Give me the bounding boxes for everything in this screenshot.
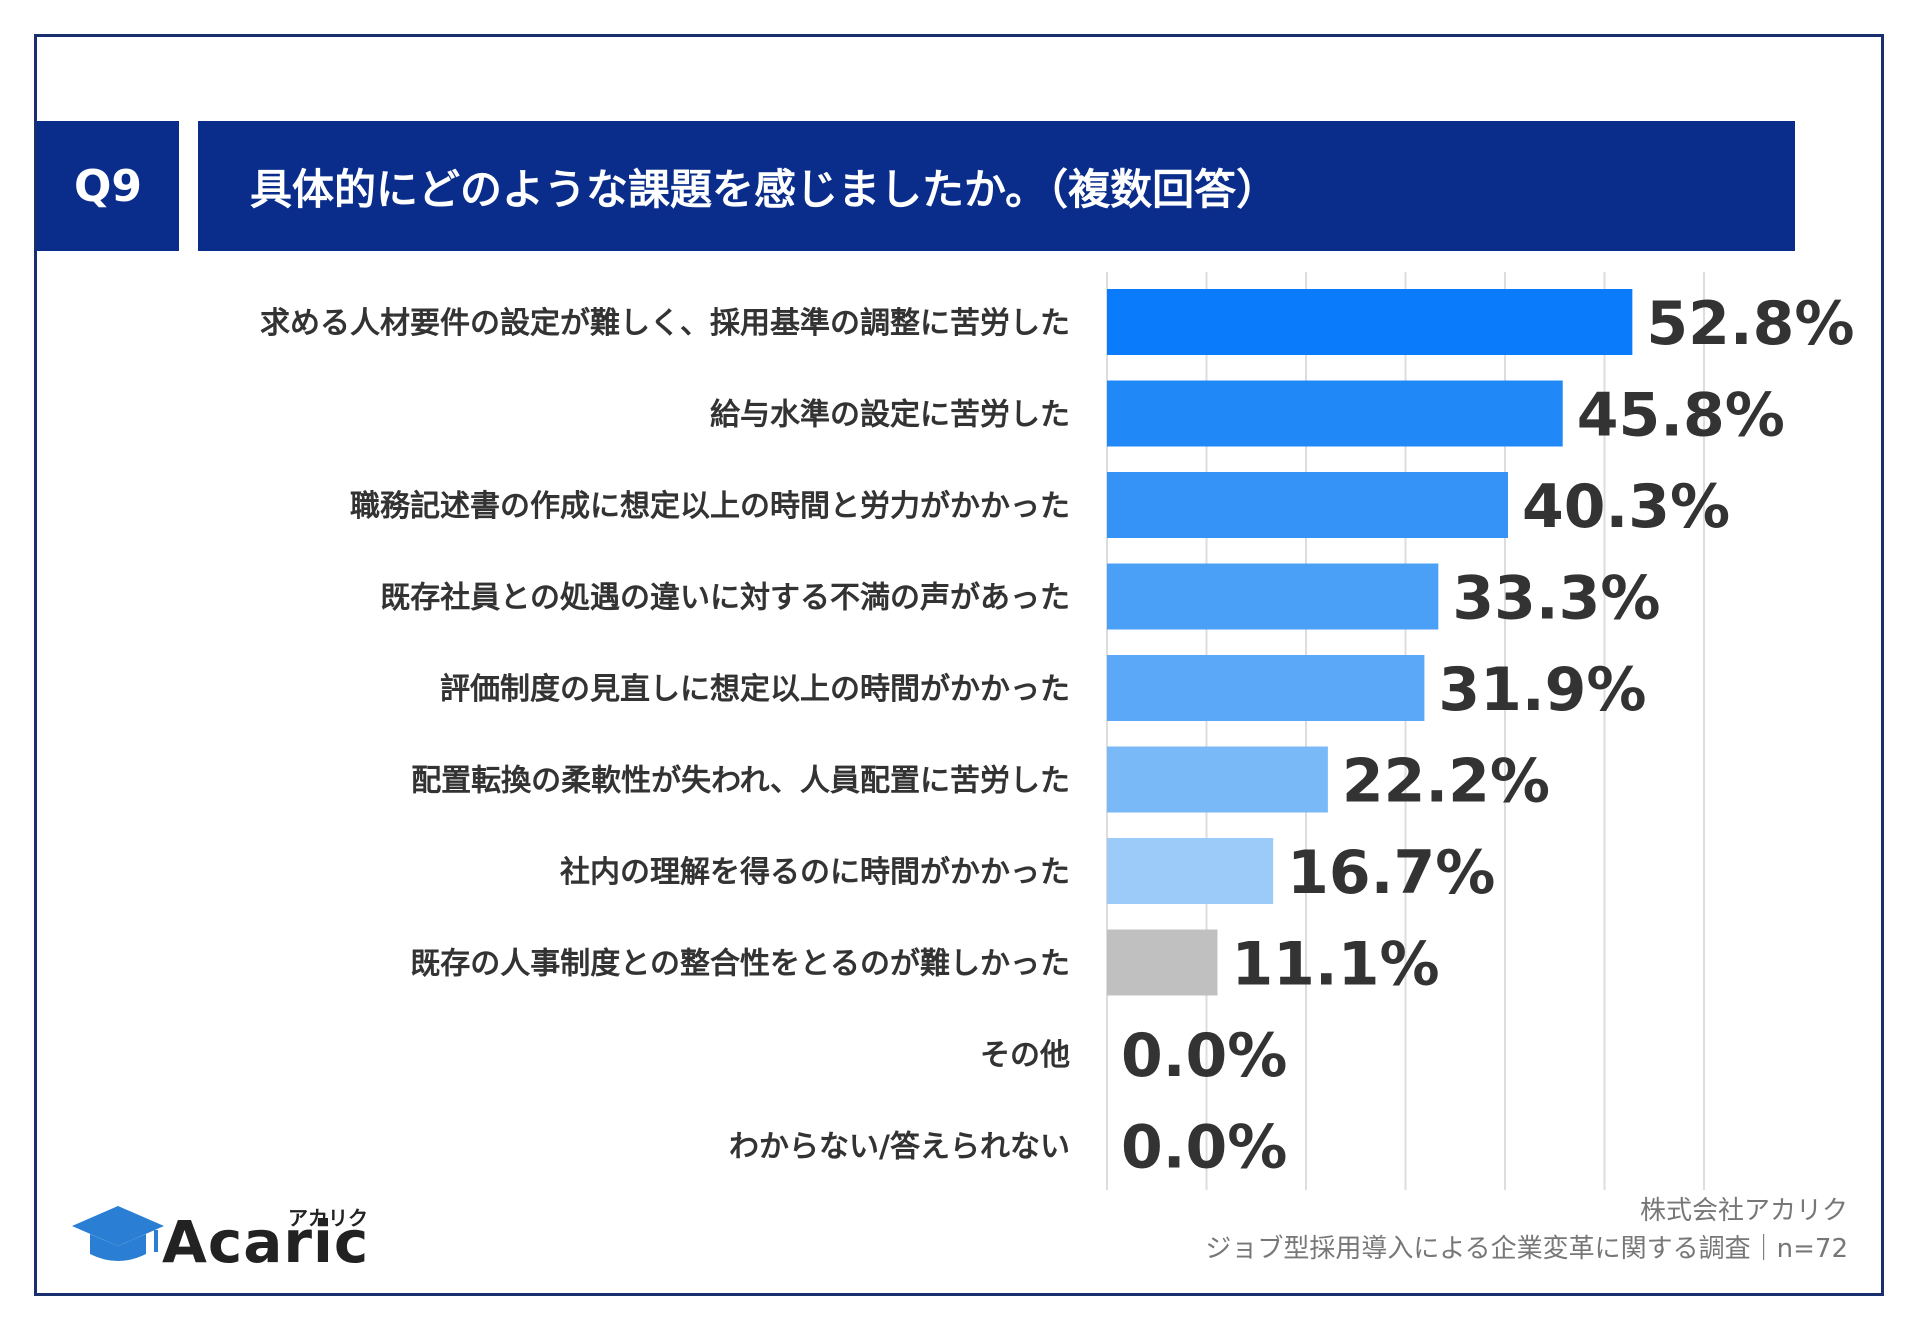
value-label: 40.3% bbox=[1522, 472, 1730, 542]
category-label: 職務記述書の作成に想定以上の時間と労力がかかった bbox=[350, 489, 1070, 524]
value-label: 22.2% bbox=[1342, 747, 1550, 817]
chart-frame: Q9 具体的にどのような課題を感じましたか。（複数回答） bbox=[34, 34, 1884, 1296]
bar bbox=[1107, 472, 1508, 538]
logo-kana: アカリク bbox=[288, 1206, 368, 1230]
question-number-badge: Q9 bbox=[37, 121, 179, 251]
bar bbox=[1107, 563, 1439, 630]
category-label: 社内の理解を得るのに時間がかかった bbox=[560, 855, 1070, 890]
bar bbox=[1107, 746, 1328, 813]
value-label: 31.9% bbox=[1438, 655, 1646, 725]
credit-block: 株式会社アカリク ジョブ型採用導入による企業変革に関する調査｜n=72 bbox=[1205, 1192, 1848, 1268]
category-label: 既存社員との処遇の違いに対する不満の声があった bbox=[380, 581, 1070, 616]
graduation-cap-icon bbox=[72, 1206, 164, 1261]
value-label: 0.0% bbox=[1121, 1021, 1287, 1091]
value-label: 0.0% bbox=[1121, 1113, 1287, 1183]
question-title: 具体的にどのような課題を感じましたか。（複数回答） bbox=[198, 121, 1795, 251]
value-label: 11.1% bbox=[1231, 930, 1439, 1000]
value-label: 16.7% bbox=[1287, 838, 1495, 908]
bar bbox=[1107, 289, 1633, 355]
bar bbox=[1107, 838, 1274, 904]
value-label: 52.8% bbox=[1646, 289, 1854, 359]
category-label: その他 bbox=[980, 1038, 1070, 1073]
category-label: 既存の人事制度との整合性をとるのが難しかった bbox=[410, 947, 1070, 982]
bar bbox=[1107, 929, 1218, 996]
value-label: 45.8% bbox=[1577, 381, 1785, 451]
survey-info: ジョブ型採用導入による企業変革に関する調査｜n=72 bbox=[1205, 1234, 1848, 1264]
category-label: 求める人材要件の設定が難しく、採用基準の調整に苦労した bbox=[260, 306, 1070, 341]
value-label: 33.3% bbox=[1452, 564, 1660, 634]
company-name: 株式会社アカリク bbox=[1639, 1196, 1848, 1226]
logo-wordmark: Acaric bbox=[162, 1208, 370, 1276]
bar bbox=[1107, 380, 1563, 447]
category-label: 配置転換の柔軟性が失われ、人員配置に苦労した bbox=[411, 764, 1070, 799]
category-label: 給与水準の設定に苦労した bbox=[710, 398, 1070, 433]
category-label: 評価制度の見直しに想定以上の時間がかかった bbox=[440, 672, 1070, 707]
bar bbox=[1107, 655, 1425, 721]
category-label: わからない/答えられない bbox=[729, 1130, 1070, 1165]
